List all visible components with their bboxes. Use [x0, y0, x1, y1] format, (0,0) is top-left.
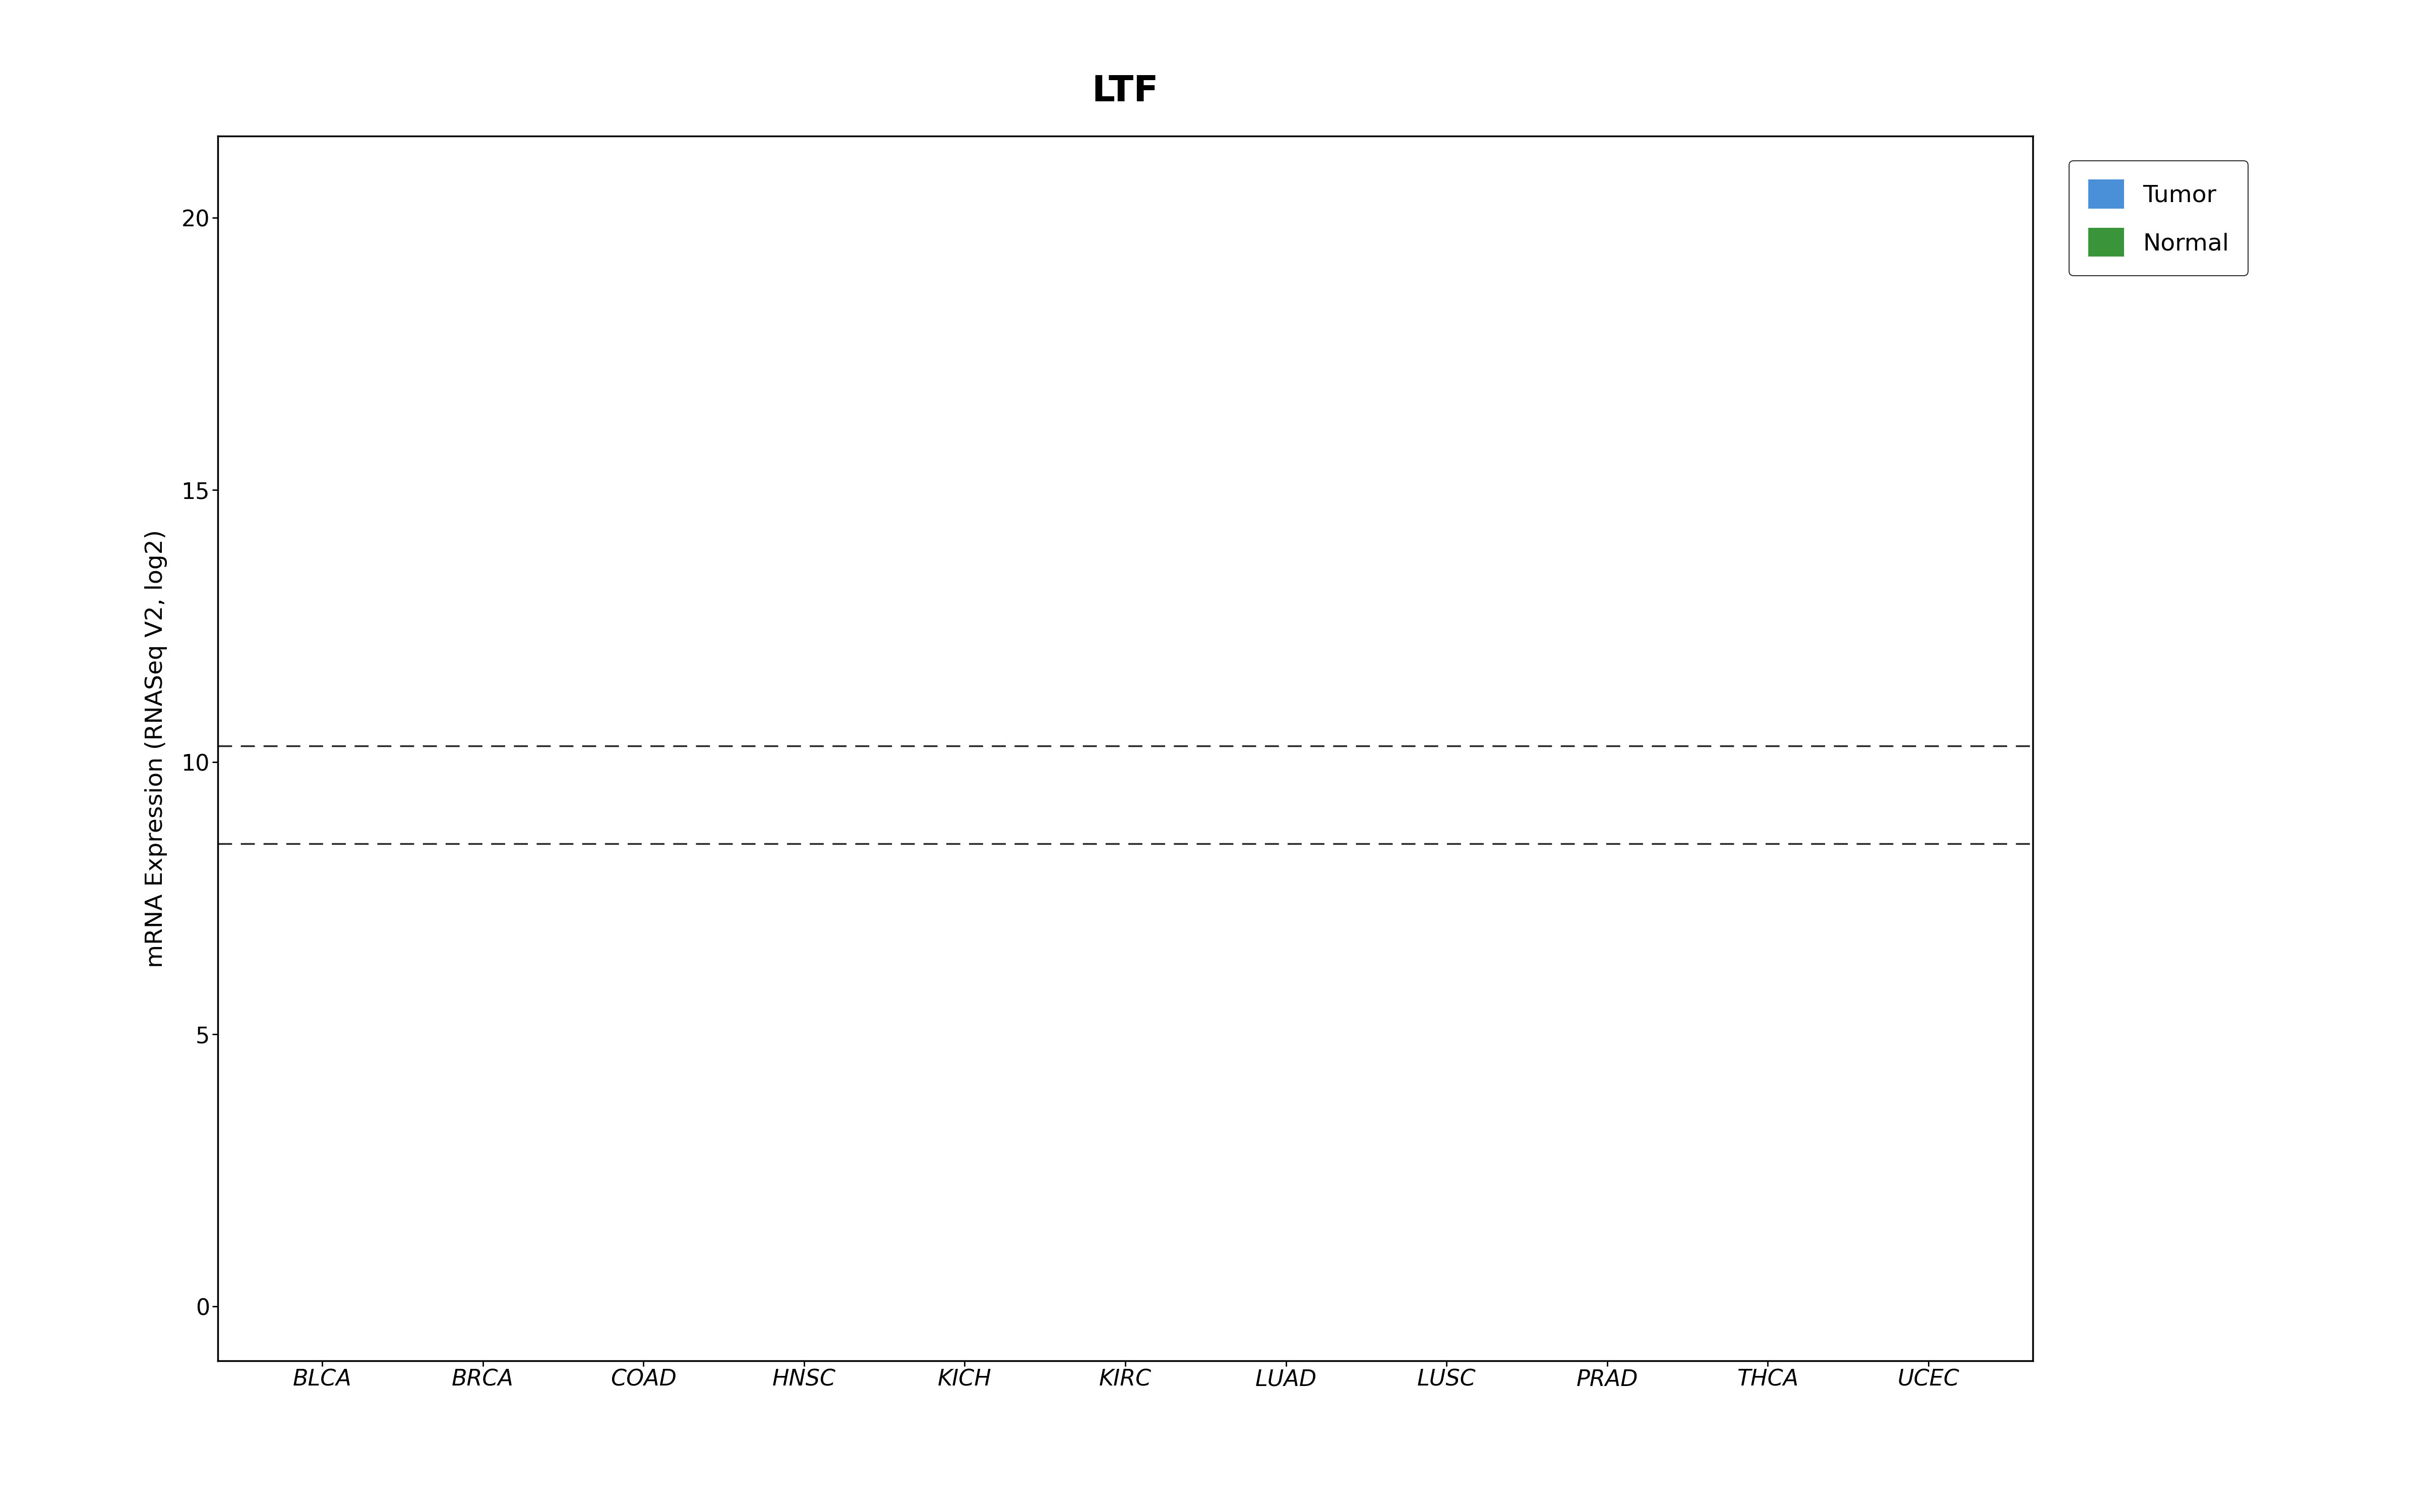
Legend: Tumor, Normal: Tumor, Normal — [2069, 160, 2248, 275]
Y-axis label: mRNA Expression (RNASeq V2, log2): mRNA Expression (RNASeq V2, log2) — [145, 529, 167, 968]
Title: LTF: LTF — [1091, 74, 1159, 109]
